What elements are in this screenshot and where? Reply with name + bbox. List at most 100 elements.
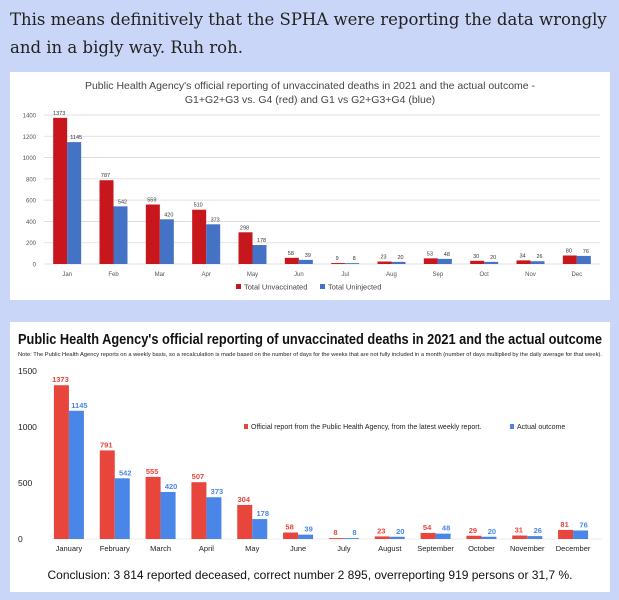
chart-1-data-label: 373 (211, 217, 220, 223)
chart-1-bar-uninjected (345, 263, 360, 264)
chart-1-bar-unvaccinated (53, 117, 68, 265)
chart-2-data-label: 81 (560, 520, 568, 529)
chart-2-data-label: 23 (377, 526, 385, 535)
chart-1-bar-uninjected (391, 261, 406, 264)
chart-1-data-label: 9 (336, 256, 339, 262)
chart-2-bar-actual (252, 519, 268, 539)
chart-1-xtick-label: Oct (479, 272, 489, 278)
chart-1-xtick-label: Jun (294, 272, 304, 278)
chart-1-bar-uninjected (113, 206, 128, 264)
chart-2-xtick-label: September (417, 544, 454, 553)
chart-1-data-label: 58 (288, 251, 294, 257)
chart-2-data-label: 26 (534, 526, 542, 535)
chart-1-bar-unvaccinated (145, 204, 160, 264)
chart-2-legend-label: Official report from the Public Health A… (251, 424, 482, 431)
chart-2-bar-official (374, 536, 390, 539)
chart-1-data-label: 30 (473, 254, 479, 260)
chart-2-xtick-label: August (378, 544, 402, 553)
chart-2-legend-swatch (510, 424, 514, 429)
chart-panel-1: Public Health Agency's official reportin… (10, 72, 610, 300)
chart-2-bar-official (466, 535, 482, 539)
chart-1-xtick-label: Apr (201, 272, 210, 278)
chart-1-bar-unvaccinated (284, 257, 299, 264)
chart-1-xtick-label: May (247, 272, 258, 278)
chart-2-bar-official (237, 504, 253, 539)
chart-2-bar-actual (298, 534, 314, 539)
chart-2-data-label: 8 (333, 528, 337, 537)
chart-1-data-label: 178 (257, 238, 266, 244)
chart-2: Public Health Agency's official reportin… (18, 332, 602, 553)
chart-2-data-label: 1145 (71, 401, 87, 410)
chart-2-data-label: 20 (488, 527, 496, 536)
chart-1-data-label: 80 (566, 248, 572, 254)
chart-2-bar-actual (160, 491, 176, 539)
chart-2-bar-official (420, 532, 436, 539)
chart-1-ytick-label: 1000 (23, 156, 37, 162)
chart-1-xtick-label: Aug (386, 272, 397, 278)
chart-conclusion: Conclusion: 3 814 reported deceased, cor… (47, 568, 573, 582)
chart-2-bar-actual (68, 410, 84, 539)
chart-1-title-line-1: Public Health Agency's official reportin… (85, 80, 536, 92)
chart-2-xtick-label: January (56, 544, 83, 553)
chart-2-legend-swatch (244, 424, 248, 429)
chart-1-bar-uninjected (298, 259, 313, 264)
chart-1-bar-uninjected (484, 261, 499, 264)
chart-2-data-label: 420 (165, 482, 178, 491)
chart-1-data-label: 542 (118, 199, 127, 205)
chart-2-data-label: 31 (515, 526, 523, 535)
chart-2-bar-official (558, 529, 574, 539)
chart-1-data-label: 76 (583, 249, 589, 255)
chart-1-bar-unvaccinated (470, 260, 485, 264)
chart-1-ytick-label: 400 (26, 220, 37, 226)
chart-1-bar-unvaccinated (377, 261, 392, 264)
chart-2-bar-actual (343, 538, 359, 539)
chart-1-xtick-label: Sep (432, 272, 443, 278)
chart-2-xtick-label: April (199, 544, 214, 553)
chart-2-data-label: 507 (192, 472, 205, 481)
chart-1: Public Health Agency's official reportin… (23, 80, 600, 292)
chart-2-data-label: 54 (423, 523, 432, 532)
chart-1-bar-unvaccinated (423, 258, 438, 264)
chart-2-data-label: 8 (352, 528, 356, 537)
chart-1-legend-label: Total Unvaccinated (244, 283, 307, 292)
chart-2-note: Note: The Public Health Agency reports o… (18, 352, 602, 358)
chart-1-data-label: 39 (305, 253, 311, 259)
chart-1-xtick-label: Nov (525, 272, 536, 278)
chart-1-ytick-label: 800 (26, 177, 37, 183)
intro-text: This means definitively that the SPHA we… (10, 10, 607, 57)
chart-2-bar-official (99, 450, 115, 539)
chart-2-title: Public Health Agency's official reportin… (18, 332, 602, 348)
chart-1-bar-unvaccinated (516, 260, 531, 264)
chart-1-ytick-label: 1200 (23, 135, 37, 141)
chart-1-data-label: 20 (490, 255, 496, 261)
chart-2-ytick-label: 1500 (18, 366, 37, 376)
chart-2-ytick-label: 0 (18, 534, 23, 544)
chart-2-xtick-label: November (510, 544, 545, 553)
chart-2-xtick-label: March (150, 544, 171, 553)
chart-1-xtick-label: Dec (571, 272, 582, 278)
chart-2-data-label: 58 (285, 523, 293, 532)
chart-2-bar-actual (573, 530, 589, 539)
chart-2-legend-label: Actual outcome (517, 424, 565, 431)
chart-1-bar-uninjected (252, 245, 267, 264)
chart-2-bar-actual (114, 478, 130, 539)
chart-2-ytick-label: 500 (18, 478, 32, 488)
chart-2-data-label: 542 (119, 468, 132, 477)
chart-2-data-label: 304 (237, 495, 250, 504)
chart-1-data-label: 559 (147, 198, 156, 204)
chart-2-bar-actual (481, 536, 497, 539)
chart-1-xtick-label: Jul (341, 272, 349, 278)
chart-panel-2: Public Health Agency's official reportin… (10, 322, 610, 592)
chart-2-bar-official (328, 538, 344, 539)
chart-2-xtick-label: February (100, 544, 130, 553)
chart-1-bar-unvaccinated (238, 232, 253, 264)
chart-2-bar-official (512, 535, 528, 539)
chart-1-ytick-label: 600 (26, 199, 37, 205)
chart-1-xtick-label: Feb (108, 272, 119, 278)
chart-2-xtick-label: July (337, 544, 351, 553)
chart-1-bar-uninjected (576, 255, 591, 264)
chart-1-bar-uninjected (206, 224, 221, 264)
chart-1-ytick-label: 200 (26, 241, 37, 247)
chart-2-bar-official (283, 532, 299, 539)
chart-2-xtick-label: October (468, 544, 495, 553)
